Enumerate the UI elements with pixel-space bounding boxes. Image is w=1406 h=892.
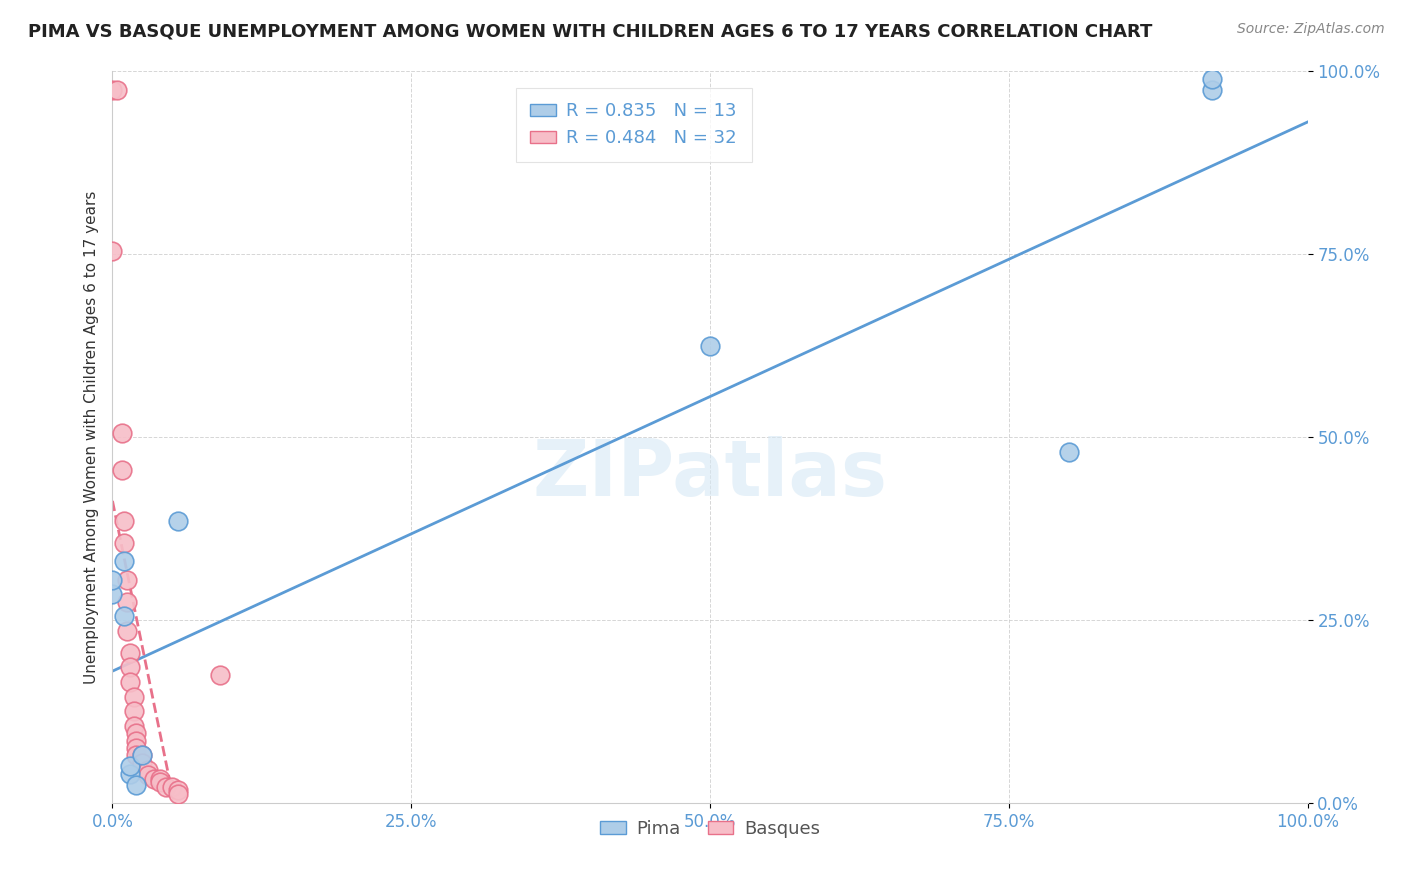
Point [167, 787, 190, 801]
Point [120, 759, 142, 773]
Point [125, 778, 148, 792]
Point [122, 719, 145, 733]
Point [131, 748, 153, 763]
Point [1057, 444, 1080, 458]
Point [149, 775, 172, 789]
Point [1201, 83, 1223, 97]
Point [209, 667, 232, 681]
Point [138, 763, 160, 777]
Point [699, 338, 721, 352]
Point [101, 83, 124, 97]
Point [114, 536, 135, 550]
Y-axis label: Unemployment Among Women with Children Ages 6 to 17 years: Unemployment Among Women with Children A… [83, 190, 98, 684]
Point [115, 573, 138, 587]
Point [101, 573, 124, 587]
Point [122, 690, 145, 704]
Point [101, 587, 124, 601]
Point [101, 244, 124, 258]
Point [1201, 71, 1223, 86]
Point [167, 514, 190, 528]
Point [120, 766, 142, 780]
Point [131, 756, 153, 770]
Point [125, 740, 148, 755]
Legend: Pima, Basques: Pima, Basques [593, 813, 827, 845]
Point [105, 83, 128, 97]
Point [114, 514, 135, 528]
Point [149, 772, 172, 787]
Point [155, 780, 177, 794]
Point [115, 624, 138, 638]
Text: PIMA VS BASQUE UNEMPLOYMENT AMONG WOMEN WITH CHILDREN AGES 6 TO 17 YEARS CORRELA: PIMA VS BASQUE UNEMPLOYMENT AMONG WOMEN … [28, 22, 1153, 40]
Point [114, 609, 135, 624]
Point [120, 646, 142, 660]
Point [125, 726, 148, 740]
Point [111, 426, 134, 441]
Point [122, 705, 145, 719]
Text: Source: ZipAtlas.com: Source: ZipAtlas.com [1237, 22, 1385, 37]
Point [125, 733, 148, 747]
Point [131, 748, 153, 763]
Point [143, 772, 166, 787]
Point [111, 463, 134, 477]
Point [138, 768, 160, 782]
Point [114, 554, 135, 568]
Point [115, 594, 138, 608]
Point [167, 782, 190, 797]
Point [120, 660, 142, 674]
Point [125, 748, 148, 763]
Point [120, 675, 142, 690]
Point [162, 780, 183, 794]
Text: ZIPatlas: ZIPatlas [533, 435, 887, 512]
